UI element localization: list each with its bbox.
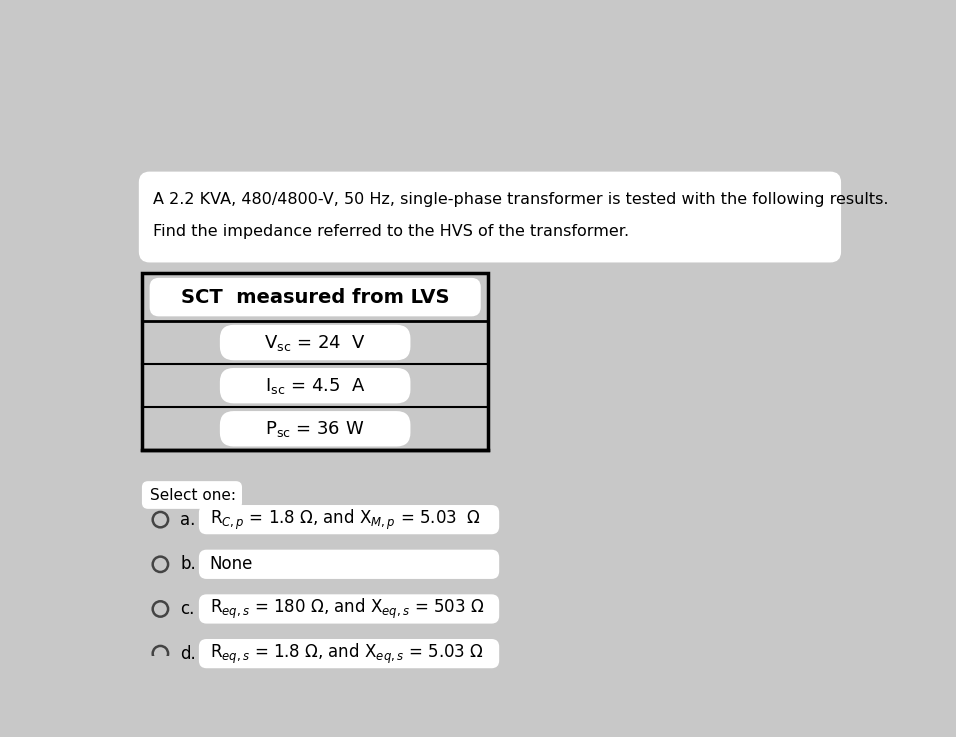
Circle shape (153, 512, 168, 528)
Text: None: None (209, 555, 253, 573)
FancyBboxPatch shape (139, 172, 841, 262)
Text: P$_\mathrm{sc}$ = 36 W: P$_\mathrm{sc}$ = 36 W (266, 419, 365, 439)
Text: R$_{C,p}$ = 1.8 Ω, and X$_{M,p}$ = 5.03  Ω: R$_{C,p}$ = 1.8 Ω, and X$_{M,p}$ = 5.03 … (209, 508, 481, 531)
Text: R$_{eq,s}$ = 1.8 Ω, and X$_{eq,s}$ = 5.03 Ω: R$_{eq,s}$ = 1.8 Ω, and X$_{eq,s}$ = 5.0… (209, 641, 484, 666)
FancyBboxPatch shape (199, 594, 499, 624)
FancyBboxPatch shape (220, 411, 410, 447)
Text: I$_\mathrm{sc}$ = 4.5  A: I$_\mathrm{sc}$ = 4.5 A (265, 376, 365, 396)
Text: c.: c. (181, 600, 195, 618)
Circle shape (153, 601, 168, 617)
Text: V$_\mathrm{sc}$ = 24  V: V$_\mathrm{sc}$ = 24 V (265, 332, 366, 352)
Text: Find the impedance referred to the HVS of the transformer.: Find the impedance referred to the HVS o… (153, 224, 629, 240)
Text: d.: d. (181, 645, 196, 663)
Circle shape (153, 556, 168, 572)
FancyBboxPatch shape (149, 278, 481, 316)
Text: SCT  measured from LVS: SCT measured from LVS (181, 287, 449, 307)
FancyBboxPatch shape (199, 550, 499, 579)
FancyBboxPatch shape (141, 481, 242, 509)
FancyBboxPatch shape (199, 505, 499, 534)
FancyBboxPatch shape (220, 368, 410, 403)
Text: a.: a. (181, 511, 196, 528)
Text: b.: b. (181, 555, 196, 573)
Circle shape (153, 646, 168, 661)
FancyBboxPatch shape (199, 639, 499, 668)
Text: A 2.2 KVA, 480/4800-V, 50 Hz, single-phase transformer is tested with the follow: A 2.2 KVA, 480/4800-V, 50 Hz, single-pha… (153, 192, 888, 207)
Bar (141, 273, 489, 450)
Text: Select one:: Select one: (149, 487, 235, 503)
FancyBboxPatch shape (220, 325, 410, 360)
Text: R$_{eq,s}$ = 180 Ω, and X$_{eq,s}$ = 503 Ω: R$_{eq,s}$ = 180 Ω, and X$_{eq,s}$ = 503… (209, 597, 484, 621)
